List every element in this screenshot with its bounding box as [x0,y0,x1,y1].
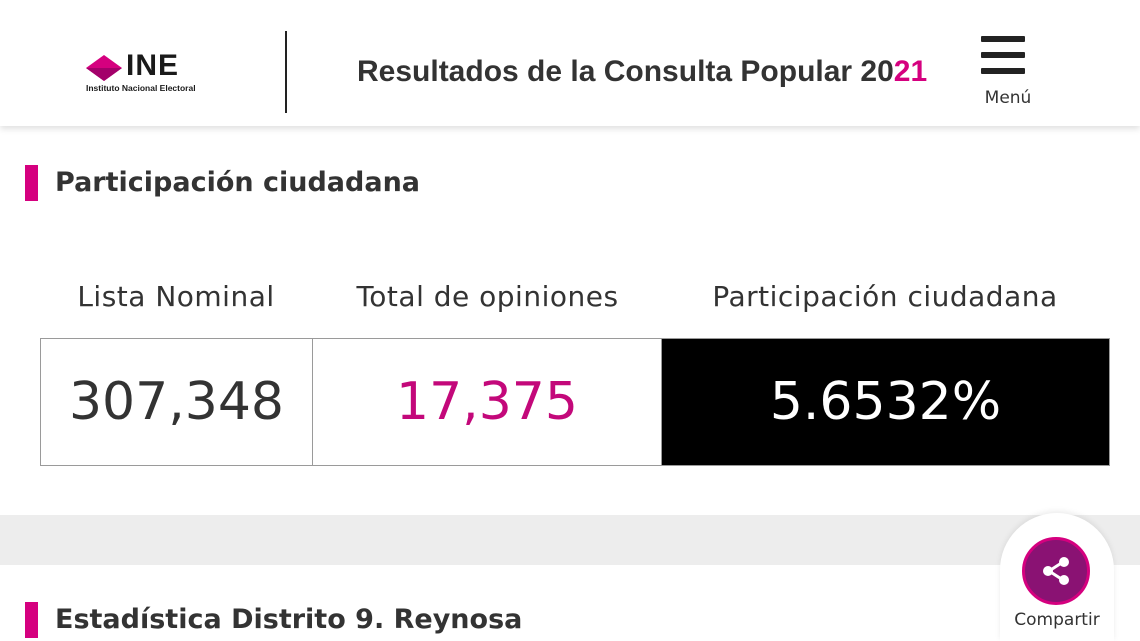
section-accent-bar [25,602,38,638]
page-title: Resultados de la Consulta Popular 2021 [357,54,927,90]
menu-button[interactable]: Menú [972,30,1044,114]
section-accent-bar [25,165,38,201]
hamburger-icon [981,36,1025,76]
statistics-heading-text: Estadística Distrito 9. Reynosa [55,604,523,635]
ine-logo[interactable]: INE Instituto Nacional Electoral [86,49,216,96]
participation-heading-text: Participación ciudadana [55,167,421,198]
lista-nominal-label: Lista Nominal [77,280,275,313]
share-button[interactable]: Compartir [1000,513,1114,641]
ine-logo-mark-icon [86,55,122,81]
header-divider [285,31,287,113]
app-header: INE Instituto Nacional Electoral Resulta… [0,0,1140,126]
lista-nominal-value: 307,348 [41,339,313,465]
share-icon [1043,557,1069,585]
participation-stats-table: 307,348 17,375 5.6532% [40,338,1110,466]
section-separator [0,515,1140,565]
logo-subtitle: Instituto Nacional Electoral [86,83,196,93]
menu-label: Menú [984,88,1032,108]
total-opiniones-value: 17,375 [313,339,662,465]
page-title-accent: 21 [893,55,928,88]
share-icon-circle [1022,537,1090,605]
participacion-label: Participación ciudadana [712,280,1058,313]
participacion-value: 5.6532% [662,339,1109,465]
share-label: Compartir [1014,610,1100,630]
total-opiniones-label: Total de opiniones [356,280,619,313]
page-title-main: Resultados de la Consulta Popular 20 [357,55,894,88]
logo-wordmark: INE [126,49,180,82]
